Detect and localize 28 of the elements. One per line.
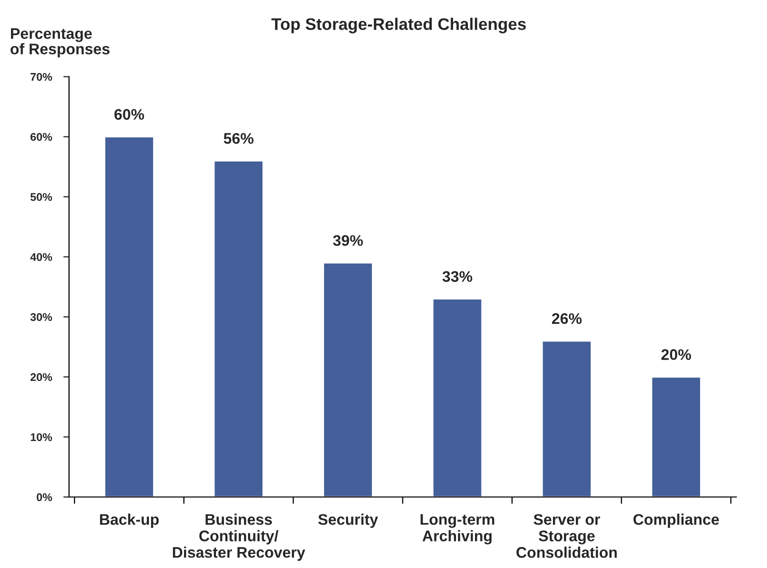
x-tick-label: Server or Storage Consolidation bbox=[516, 514, 617, 558]
x-tick-label: Long-term Archiving bbox=[420, 514, 494, 544]
bar bbox=[650, 376, 702, 497]
y-tick-label: 30% bbox=[30, 313, 52, 322]
x-tick-label: Compliance bbox=[633, 514, 719, 528]
y-tick-label: 60% bbox=[30, 132, 52, 141]
bar bbox=[432, 298, 483, 497]
y-tick-label: 70% bbox=[30, 72, 52, 81]
y-tick-label: 20% bbox=[30, 373, 52, 382]
bar bbox=[213, 160, 264, 497]
data-label: 39% bbox=[333, 235, 363, 246]
data-label: 20% bbox=[661, 349, 692, 360]
x-tick-label: Security bbox=[318, 514, 378, 528]
y-axis-title: Percentage of Responses bbox=[10, 28, 110, 58]
data-label: 60% bbox=[114, 109, 144, 120]
data-label: 26% bbox=[552, 313, 582, 324]
chart-title: Top Storage-Related Challenges bbox=[271, 18, 526, 34]
bar bbox=[104, 136, 155, 497]
y-tick-label: 50% bbox=[30, 193, 52, 201]
bar bbox=[541, 340, 592, 497]
y-tick-label: 0% bbox=[36, 493, 52, 502]
data-label: 56% bbox=[224, 133, 254, 144]
x-tick-label: Business Continuity/ Disaster Recovery bbox=[172, 514, 306, 561]
data-label: 33% bbox=[442, 271, 472, 282]
x-tick-label: Back-up bbox=[100, 514, 159, 528]
bar bbox=[322, 262, 374, 497]
y-tick-label: 40% bbox=[30, 253, 52, 261]
y-tick-label: 10% bbox=[30, 433, 52, 442]
